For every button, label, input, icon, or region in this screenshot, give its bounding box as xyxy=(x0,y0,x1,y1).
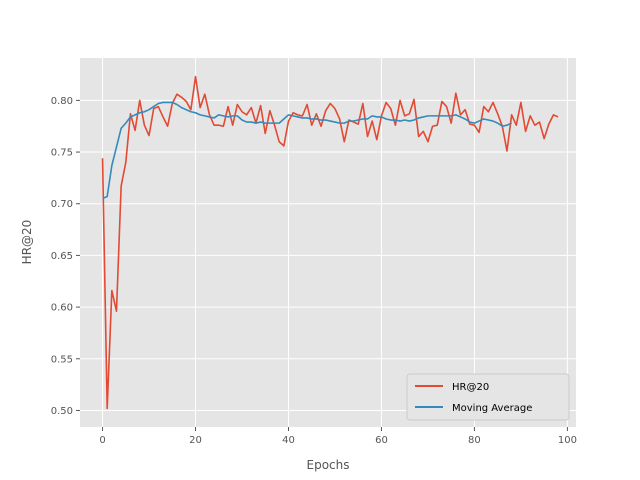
y-axis: 0.50 0.55 0.60 0.65 0.70 0.75 0.80 xyxy=(51,96,80,417)
y-tick-label: 0.55 xyxy=(51,354,73,365)
series-layer xyxy=(101,75,559,410)
x-axis-title: Epochs xyxy=(307,458,350,472)
y-tick-label: 0.75 xyxy=(51,148,73,159)
x-axis: 0 20 40 60 80 100 xyxy=(99,427,577,446)
x-tick-label: 100 xyxy=(558,435,577,446)
y-tick-label: 0.65 xyxy=(51,251,73,262)
legend: HR@20 Moving Average xyxy=(406,373,570,421)
series-line-hr20 xyxy=(101,75,559,410)
x-tick-label: 60 xyxy=(375,435,388,446)
x-tick-label: 20 xyxy=(189,435,202,446)
series-line-moving-average xyxy=(102,101,512,200)
legend-box xyxy=(406,373,570,421)
legend-label-hr20: HR@20 xyxy=(452,382,489,393)
plot-background xyxy=(80,58,576,427)
x-tick-label: 80 xyxy=(468,435,481,446)
x-tick-label: 40 xyxy=(282,435,295,446)
y-axis-title: HR@20 xyxy=(20,220,34,265)
x-tick-label: 0 xyxy=(99,435,105,446)
y-tick-label: 0.50 xyxy=(51,406,73,417)
y-tick-label: 0.80 xyxy=(51,96,73,107)
y-tick-label: 0.60 xyxy=(51,303,73,314)
y-tick-label: 0.70 xyxy=(51,199,73,210)
legend-label-moving-average: Moving Average xyxy=(452,403,532,414)
